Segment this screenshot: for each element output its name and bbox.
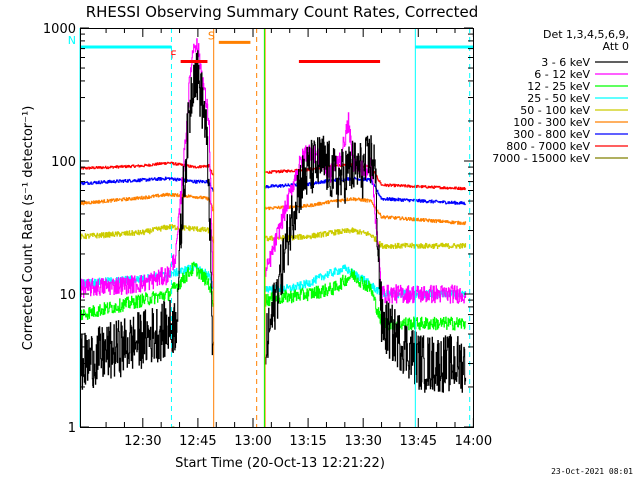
trace-800-7000-kev (80, 161, 214, 176)
legend-header-att: Att 0 (603, 40, 629, 53)
chart-traces (80, 38, 467, 428)
legend-label: 3 - 6 keV (541, 56, 590, 69)
chart-title: RHESSI Observing Summary Count Rates, Co… (86, 3, 479, 21)
trace-50-100-kev (265, 227, 467, 249)
y-tick-label: 1 (68, 421, 76, 436)
y-tick-label: 10 (59, 288, 76, 303)
y-axis-label: Corrected Count Rate (s⁻¹ detector⁻¹) (21, 106, 36, 351)
x-axis-ticks: 12:30 12:45 13:00 13:15 13:30 13:45 14:00 (105, 28, 492, 449)
x-tick-label: 12:45 (179, 434, 216, 449)
flag-label: N (68, 34, 76, 47)
legend-label: 25 - 50 keV (527, 92, 590, 105)
legend-label: 100 - 300 keV (513, 116, 590, 129)
x-tick-label: 14:00 (455, 434, 492, 449)
flag-label: F (170, 48, 176, 61)
flag-label: S (208, 29, 215, 42)
trace-6-12-kev (80, 38, 214, 298)
y-tick-label: 100 (51, 155, 76, 170)
y-tick-label: 1000 (43, 22, 76, 37)
trace-300-800-kev (80, 176, 214, 192)
x-tick-label: 13:30 (344, 434, 381, 449)
plot-frame (80, 28, 474, 428)
trace-100-300-kev (80, 192, 214, 212)
legend-label: 300 - 800 keV (513, 128, 590, 141)
trace-3-6-kev (80, 50, 214, 390)
trace-12-25-kev (265, 268, 467, 331)
trace-50-100-kev (80, 224, 214, 244)
footer-timestamp: 23-Oct-2021 08:01 (551, 467, 633, 476)
x-tick-label: 13:00 (234, 434, 271, 449)
legend-label: 12 - 25 keV (527, 80, 590, 93)
legend-label: 50 - 100 keV (520, 104, 590, 117)
trace-12-25-kev (80, 261, 214, 321)
legend-label: 6 - 12 keV (534, 68, 590, 81)
legend-label: 7000 - 15000 keV (492, 152, 590, 165)
x-tick-label: 12:30 (124, 434, 161, 449)
trace-3-6-kev (265, 135, 467, 393)
legend-header: Det 1,3,4,5,6,9, (543, 28, 629, 41)
x-axis-label: Start Time (20-Oct-13 12:21:22) (175, 456, 385, 471)
legend-label: 800 - 7000 keV (506, 140, 590, 153)
y-axis-ticks: 1 10 100 1000 (43, 22, 473, 436)
chart-annotations: N F S (68, 28, 473, 427)
x-tick-label: 13:15 (289, 434, 326, 449)
x-tick-label: 13:45 (400, 434, 437, 449)
